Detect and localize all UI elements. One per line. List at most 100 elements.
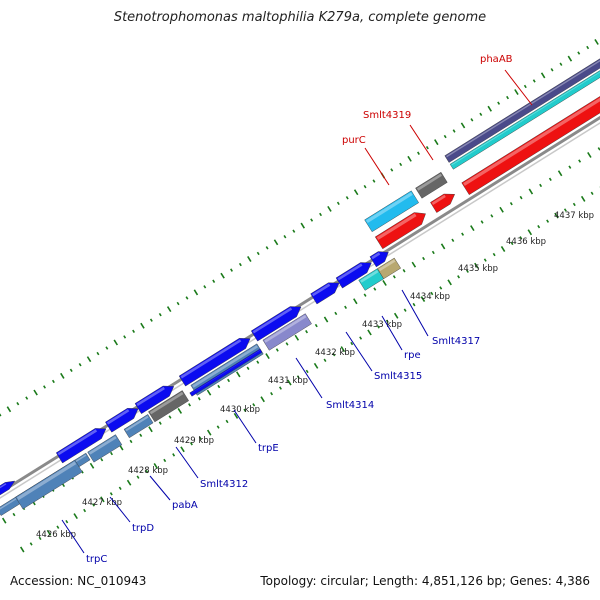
inner-gc-row-tick [285,342,289,346]
gene-leader-2 [364,147,390,186]
outer-skew-row-tick [83,508,87,513]
gene-label-5: Smlt4315 [374,371,422,382]
outer-skew-row-tick [457,275,461,279]
outer-gc-row-tick [363,184,367,189]
outer-gc-row-tick [559,62,563,66]
outer-skew-row-tick [323,358,327,362]
feature-purC-cyan [364,190,419,233]
outer-gc-row-tick [550,68,554,72]
outer-gc-row-tick [577,51,581,55]
feature-purC-red [374,212,426,250]
feature-pabA-steel [123,414,154,439]
inner-gc-row-tick [480,220,484,224]
inner-gc-row-tick [461,232,465,236]
outer-gc-row-tick [345,196,349,200]
outer-gc-row-tick [256,251,260,256]
outer-gc-row-tick [193,289,199,296]
outer-gc-row-tick [506,95,510,100]
outer-gc-row-tick [33,389,38,396]
outer-skew-row-tick [225,419,229,424]
feature-smlt4312-gray-highlight [149,391,184,415]
outer-skew-row-tick [350,341,354,346]
outer-gc-row-tick [292,229,296,233]
feature-phaAB-cyan [449,70,600,170]
feature-smlt4314 [250,306,302,342]
inner-gc-row-tick [275,348,279,352]
feature-trpE [178,338,251,387]
outer-skew-row-tick [359,336,363,340]
outer-gc-row-tick [594,38,599,45]
feature-smlt4319-gray [415,171,448,199]
inner-gc-row-tick [227,378,231,383]
inner-gc-row-tick [314,323,318,328]
feature-smlt4315-highlight [312,283,331,297]
feature-pabA-highlight [106,409,130,425]
inner-gc-row-tick [373,287,377,291]
feature-left-edge-blue [0,480,16,496]
inner-gc-row-tick [548,177,552,182]
outer-gc-row-tick [176,301,180,306]
outer-gc-row-tick [220,272,225,279]
outer-gc-row-tick [0,413,2,417]
outer-skew-row-tick [180,446,185,453]
outer-skew-row-tick [510,241,514,246]
feature-pabA-steel-highlight [125,415,149,432]
inner-gc-row-tick [490,214,494,218]
outer-gc-row-tick [487,105,492,112]
feature-trpd-steel [87,434,123,463]
feature-phaAB-red [461,96,600,195]
feature-smlt4317-khaki-highlight [378,259,396,272]
outer-gc-row-tick [230,268,233,272]
outer-gc-row-tick [185,296,189,300]
outer-skew-row-tick [340,346,346,353]
outer-gc-row-tick [238,262,242,267]
feature-trpd [55,428,107,464]
outer-skew-row-tick [92,503,95,507]
outer-gc-row-tick [158,312,162,317]
outer-gc-row-tick [336,201,340,206]
feature-pabA [105,408,139,433]
inner-gc-row-tick [188,403,192,407]
outer-skew-row-tick [126,479,132,486]
feature-trpE-stripe [189,348,263,397]
outer-gc-row-tick [497,101,501,105]
feature-smlt4312 [134,385,175,414]
inner-gc-row-tick [197,397,201,401]
inner-gc-row-tick [499,206,504,213]
gene-leader-6 [295,357,323,399]
outer-gc-row-tick [86,356,92,363]
feature-phaAB-red-highlight [463,97,600,186]
outer-gc-row-tick [203,285,207,289]
outer-skew-row-tick [439,286,443,290]
outer-gc-row-tick [166,306,172,313]
outer-skew-row-tick [233,412,239,419]
inner-gc-row-tick [217,384,221,389]
tick-label-0: 4426 kbp [36,530,76,540]
feature-smlt4312-highlight [136,386,165,406]
tick-label-11: 4437 kbp [554,211,594,221]
outer-skew-row-tick [563,208,567,212]
outer-gc-row-tick [43,385,46,389]
feature-rpe-cyan-highlight [360,270,379,283]
feature-smlt4314-highlight [252,307,293,334]
inner-gc-row-tick [392,275,396,279]
feature-rpe-blue [335,262,372,289]
inner-gc-row-tick [557,170,563,177]
gene-leader-7 [233,409,257,444]
inner-gc-row-tick [110,451,113,456]
gene-label-4: rpe [404,350,421,361]
tick-label-9: 4435 kbp [458,264,498,274]
gene-label-2: purC [342,135,366,146]
feature-trpE-stripe-highlight [191,350,260,394]
inner-gc-row-tick [1,517,7,524]
outer-skew-row-tick [38,536,42,541]
outer-gc-row-tick [586,45,590,50]
outer-gc-row-tick [479,112,483,116]
gene-leader-0 [504,69,533,106]
outer-skew-row-tick [100,496,105,503]
gene-leader-1 [409,124,434,161]
outer-gc-row-tick [310,218,314,222]
gene-leader-11 [61,519,85,554]
